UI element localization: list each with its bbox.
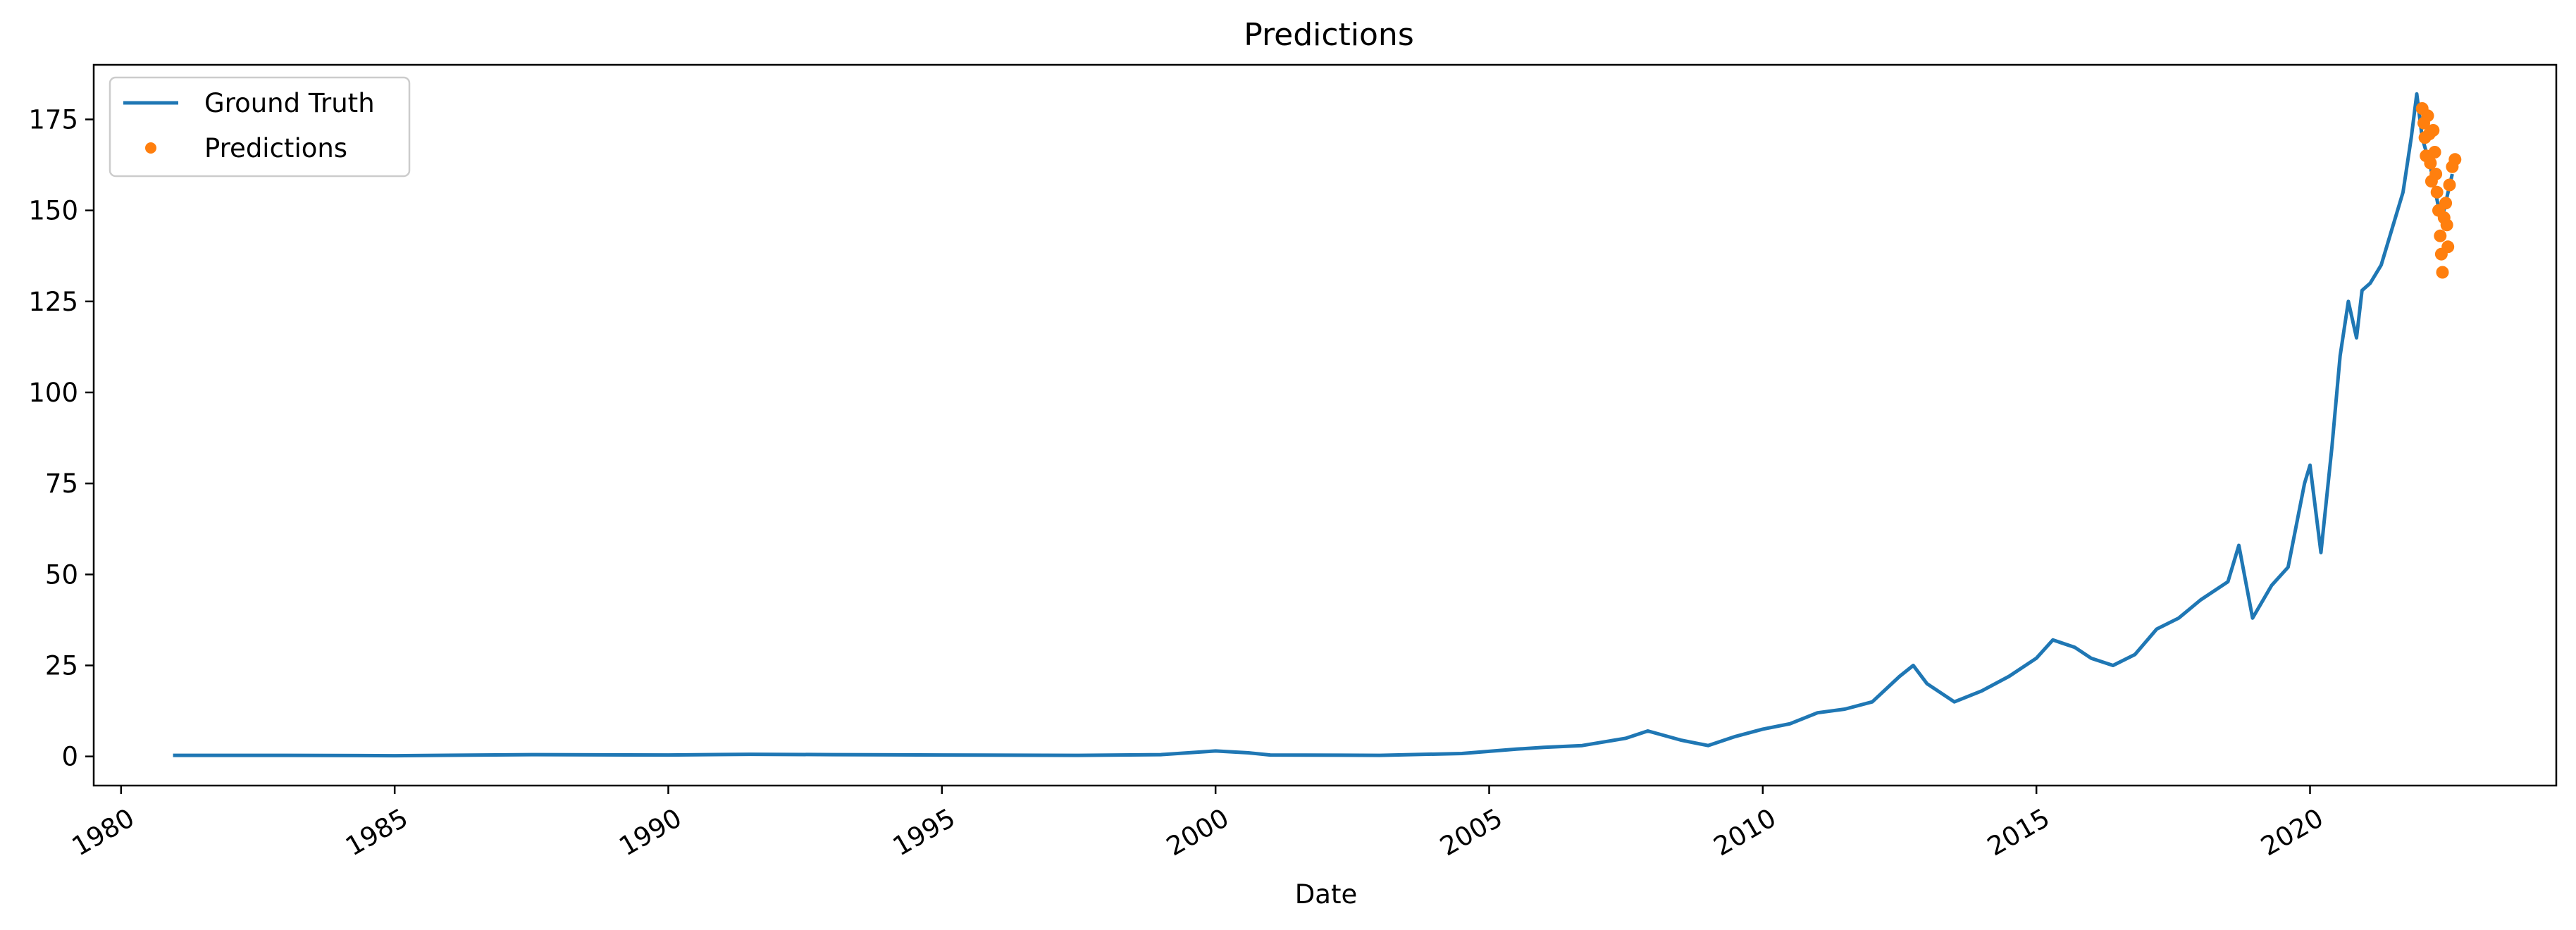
x-axis-title: Date — [1295, 879, 1357, 910]
legend: Ground Truth Predictions — [109, 76, 411, 178]
prediction-point — [2427, 124, 2440, 137]
plot-frame — [92, 63, 2558, 787]
y-axis: 0 25 50 75 100 125 150 175 — [28, 105, 94, 772]
y-tick-label: 150 — [28, 196, 78, 226]
prediction-point — [2421, 109, 2434, 123]
y-tick-label: 75 — [45, 469, 78, 499]
prediction-point — [2441, 240, 2455, 254]
prediction-point — [2424, 156, 2437, 170]
y-tick-label: 175 — [28, 105, 78, 135]
y-tick-label: 0 — [61, 742, 78, 772]
legend-dot-icon — [145, 142, 156, 154]
ground-truth-line — [173, 92, 2454, 758]
y-tick-label: 25 — [45, 651, 78, 681]
prediction-point — [2436, 266, 2449, 279]
prediction-point — [2434, 229, 2447, 242]
prediction-point — [2439, 197, 2453, 210]
legend-label-ground-truth: Ground Truth — [204, 88, 375, 118]
plot-area — [94, 65, 2556, 786]
series-layer — [173, 92, 2462, 758]
chart-title: Predictions — [1244, 17, 1414, 53]
prediction-point — [2428, 146, 2441, 159]
y-tick-label: 100 — [28, 378, 78, 408]
prediction-point — [2448, 153, 2462, 166]
prediction-points — [2415, 102, 2462, 279]
y-tick-label: 125 — [28, 287, 78, 317]
prediction-point — [2440, 218, 2453, 232]
legend-label-predictions: Predictions — [204, 133, 347, 163]
prediction-point — [2443, 178, 2456, 192]
prediction-point — [2430, 185, 2444, 199]
prediction-point — [2429, 168, 2443, 180]
legend-frame — [109, 76, 411, 178]
y-tick-label: 50 — [45, 559, 78, 590]
